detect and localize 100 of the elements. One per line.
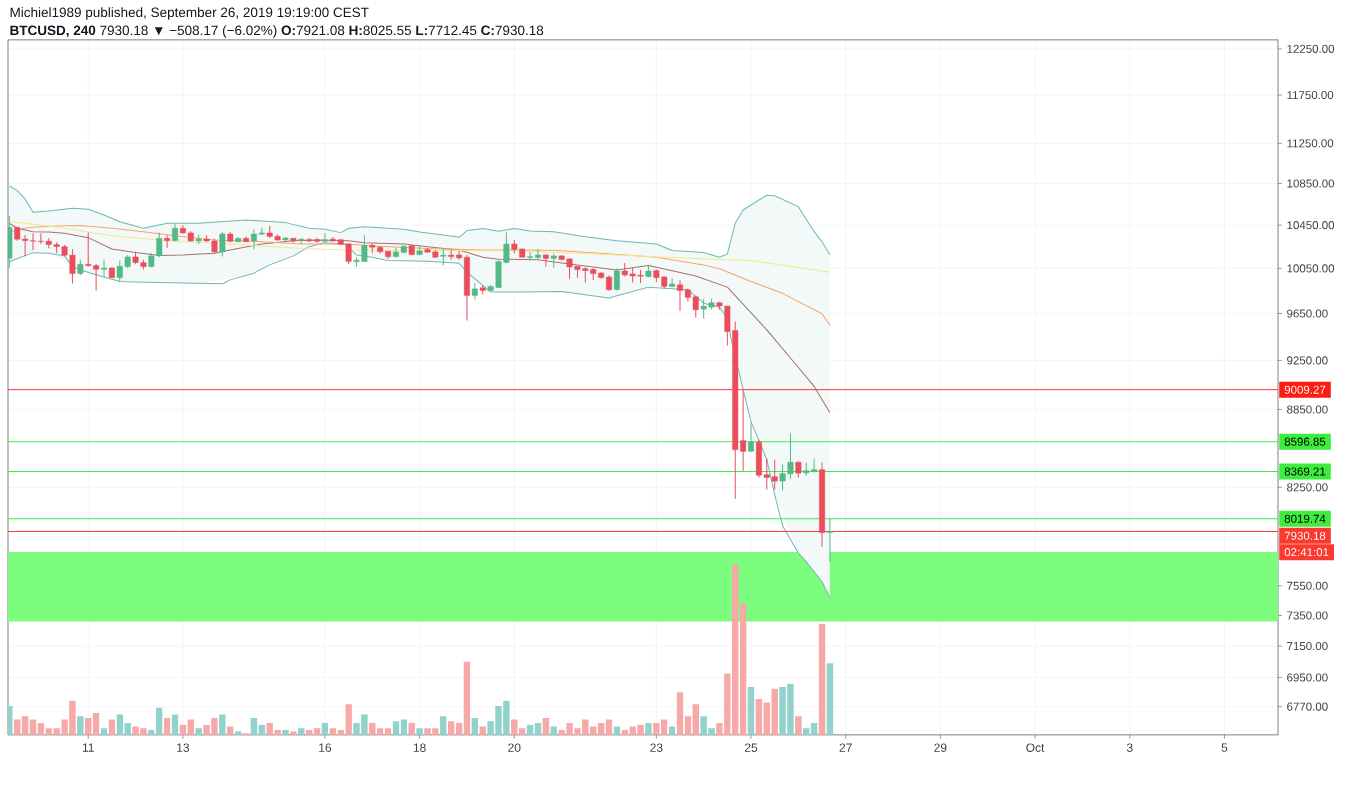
bar <box>597 723 605 735</box>
line-series <box>8 222 831 414</box>
candlestick <box>471 282 478 300</box>
bar <box>171 714 179 735</box>
bar <box>566 723 573 735</box>
bar <box>676 692 684 735</box>
bar <box>179 724 187 735</box>
bar <box>732 564 739 735</box>
bar <box>37 723 45 735</box>
bar <box>787 683 794 735</box>
bar <box>305 729 313 735</box>
candlestick <box>535 248 541 261</box>
line-series <box>8 185 831 258</box>
bar <box>384 728 392 735</box>
bar <box>108 719 116 735</box>
x-tick-label: 25 <box>744 743 758 752</box>
bar <box>77 716 84 735</box>
bar <box>227 726 234 735</box>
bar <box>684 716 692 735</box>
bar <box>826 663 834 735</box>
bar <box>621 729 628 735</box>
bar <box>250 717 258 735</box>
x-tick-label: 18 <box>413 743 426 752</box>
bar <box>163 717 171 735</box>
y-tick-label: 10050.00 <box>1287 264 1335 273</box>
candlestick <box>542 254 549 268</box>
y-tick-label: 9250.00 <box>1287 356 1328 365</box>
bar <box>810 723 818 735</box>
x-tick-label: 23 <box>650 743 663 752</box>
bar <box>29 719 37 735</box>
y-tick-label: 6950.00 <box>1287 673 1328 682</box>
text: 02:41:01 <box>1284 548 1329 557</box>
x-tick-label: 16 <box>319 743 332 752</box>
candlestick <box>669 277 676 288</box>
bar <box>45 728 53 735</box>
bar <box>274 729 281 735</box>
bar <box>187 719 195 735</box>
bar <box>724 673 731 735</box>
y-tick-label: 8250.00 <box>1287 483 1328 492</box>
bar <box>408 723 415 735</box>
bar <box>511 719 518 735</box>
line-series <box>8 221 831 273</box>
bar <box>803 728 810 735</box>
x-tick-label: 27 <box>839 743 852 752</box>
bar <box>692 704 700 735</box>
candlestick <box>164 234 171 249</box>
bar <box>392 721 400 735</box>
ref-line-label: 8369.21 <box>1284 467 1326 476</box>
bar <box>503 700 510 735</box>
bar <box>219 714 226 735</box>
bar <box>526 724 534 735</box>
bar <box>195 728 202 735</box>
x-tick-label: 29 <box>934 743 947 752</box>
candlestick <box>748 422 754 453</box>
bar <box>613 726 621 735</box>
candlestick <box>219 231 226 258</box>
ref-line-label: 9009.27 <box>1284 385 1326 394</box>
x-tick-label: 11 <box>82 743 94 752</box>
bar <box>542 717 550 735</box>
bar <box>84 717 92 735</box>
candlestick <box>321 232 328 243</box>
ref-line-label: 8596.85 <box>1284 437 1326 446</box>
x-tick-label: Oct <box>1026 743 1045 752</box>
bar <box>463 661 471 735</box>
bar <box>92 712 100 735</box>
bar <box>440 716 447 735</box>
bar <box>550 726 557 735</box>
ref-line-label: 7930.18 <box>1284 531 1326 540</box>
bar <box>298 728 305 735</box>
bar <box>558 729 565 735</box>
bar <box>471 717 479 735</box>
bar <box>13 719 21 735</box>
bar <box>447 721 455 735</box>
bar <box>148 729 155 735</box>
chart-title: Michiel1989 published, September 26, 2019 19:19:00 CEST <box>10 7 369 20</box>
bar <box>479 726 486 735</box>
candlestick <box>101 259 107 278</box>
bar <box>534 723 542 735</box>
bar <box>400 719 408 735</box>
y-tick-label: 7350.00 <box>1287 611 1328 620</box>
bar <box>329 728 337 735</box>
y-tick-label: 10850.00 <box>1287 179 1335 188</box>
bar <box>156 707 163 735</box>
x-tick-label: 3 <box>1126 743 1133 752</box>
bar <box>795 716 802 735</box>
bar <box>455 723 463 735</box>
bar <box>416 728 423 735</box>
bar <box>739 603 747 735</box>
bar <box>21 716 29 735</box>
y-tick-label: 7150.00 <box>1287 641 1328 651</box>
bar <box>518 728 526 735</box>
candlestick <box>826 517 833 563</box>
bar <box>8 705 13 735</box>
candlestick <box>527 251 534 262</box>
bar <box>779 687 786 735</box>
bar <box>321 723 329 735</box>
bar <box>313 728 321 735</box>
bar <box>282 729 289 735</box>
y-tick-label: 6770.00 <box>1287 702 1328 711</box>
bar <box>716 723 723 735</box>
